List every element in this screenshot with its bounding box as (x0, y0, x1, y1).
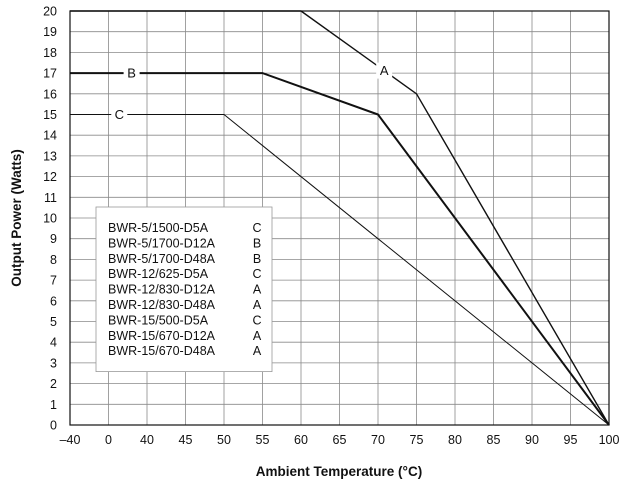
x-tick-label: 45 (179, 433, 193, 447)
x-tick-label: –40 (60, 433, 81, 447)
x-tick-label: 75 (410, 433, 424, 447)
x-tick-label: 60 (294, 433, 308, 447)
series-lines: ABC (70, 10, 610, 426)
y-tick-label: 3 (50, 356, 57, 370)
legend-curve-letter: C (252, 313, 261, 327)
y-tick-label: 1 (50, 398, 57, 412)
legend-model-name: BWR-5/1500-D5A (108, 221, 209, 235)
legend-model-name: BWR-12/830-D12A (108, 283, 216, 297)
y-tick-label: 16 (43, 87, 57, 101)
x-tick-label: 80 (448, 433, 462, 447)
legend-model-name: BWR-15/670-D12A (108, 329, 216, 343)
legend-model-name: BWR-5/1700-D12A (108, 236, 216, 250)
x-axis-ticks: –40 0 40 45 50 55 60 65 70 75 80 85 90 95 100 (60, 433, 620, 447)
y-tick-label: 7 (50, 274, 57, 288)
series-c-label: C (115, 107, 124, 122)
y-tick-label: 19 (43, 25, 57, 39)
y-tick-label: 6 (50, 294, 57, 308)
x-tick-label: 85 (487, 433, 501, 447)
y-tick-label: 11 (44, 191, 57, 205)
x-axis-title: Ambient Temperature (°C) (256, 464, 422, 479)
x-tick-label: 0 (105, 433, 112, 447)
x-tick-label: 55 (256, 433, 270, 447)
x-tick-label: 70 (371, 433, 385, 447)
legend-curve-letter: C (252, 221, 261, 235)
y-tick-label: 4 (50, 336, 57, 350)
legend-curve-letter: B (253, 252, 261, 266)
legend-curve-letter: B (253, 236, 261, 250)
y-tick-label: 12 (43, 170, 57, 184)
series-a-label: A (380, 63, 389, 78)
legend-model-name: BWR-5/1700-D48A (108, 252, 216, 266)
legend-model-name: BWR-12/830-D48A (108, 298, 216, 312)
legend: BWR-5/1500-D5A C BWR-5/1700-D12A B BWR-5/170… (95, 206, 273, 373)
grid-lines (69, 10, 610, 426)
y-tick-label: 13 (43, 149, 57, 163)
x-tick-label: 40 (140, 433, 154, 447)
x-tick-label: 50 (217, 433, 231, 447)
series-b-label: B (127, 66, 136, 81)
y-tick-label: 20 (43, 5, 57, 19)
y-axis-title: Output Power (Watts) (9, 149, 24, 287)
x-tick-label: 95 (564, 433, 578, 447)
legend-curve-letter: A (253, 283, 262, 297)
y-tick-label: 18 (43, 46, 57, 60)
legend-model-name: BWR-15/670-D48A (108, 344, 216, 358)
y-tick-label: 17 (43, 67, 57, 81)
series-label-mask (376, 62, 393, 79)
legend-model-name: BWR-12/625-D5A (108, 267, 209, 281)
series-b-line (70, 72, 610, 426)
y-tick-label: 5 (50, 315, 57, 329)
legend-curve-letter: A (253, 298, 262, 312)
legend-box (95, 206, 273, 373)
y-tick-label: 10 (43, 212, 57, 226)
x-tick-label: 65 (333, 433, 347, 447)
y-tick-label: 8 (50, 253, 57, 267)
x-tick-label: 90 (525, 433, 539, 447)
legend-curve-letter: A (253, 344, 262, 358)
legend-curve-letter: A (253, 329, 262, 343)
y-tick-label: 9 (50, 232, 57, 246)
y-tick-label: 2 (50, 377, 57, 391)
y-tick-label: 0 (50, 419, 57, 433)
series-label-mask (111, 106, 128, 123)
y-tick-label: 15 (43, 108, 57, 122)
plot-frame (69, 10, 610, 426)
legend-curve-letter: C (252, 267, 261, 281)
legend-model-name: BWR-15/500-D5A (108, 313, 209, 327)
y-tick-label: 14 (43, 129, 57, 143)
x-tick-label: 100 (599, 433, 620, 447)
series-label-mask (123, 65, 140, 82)
